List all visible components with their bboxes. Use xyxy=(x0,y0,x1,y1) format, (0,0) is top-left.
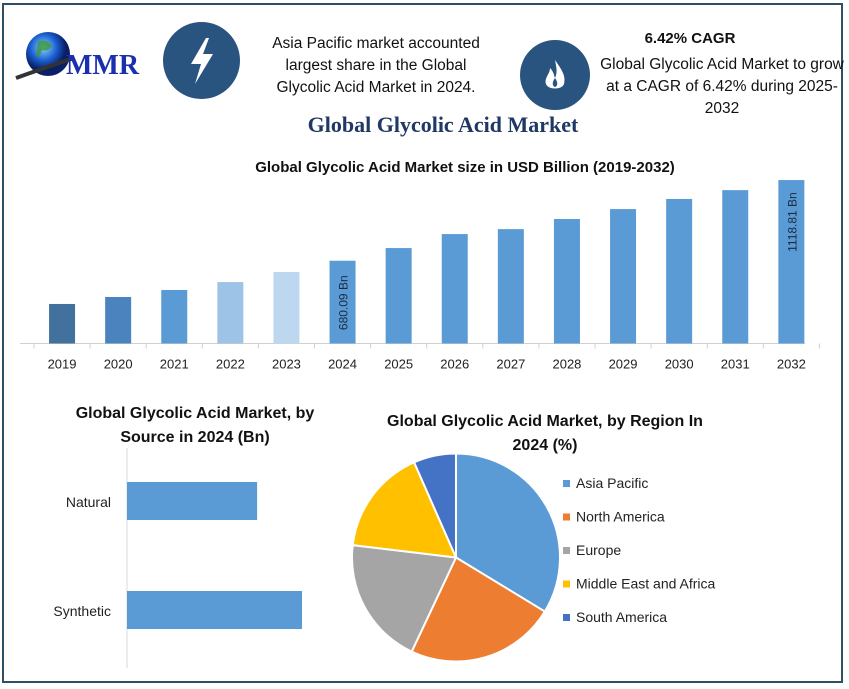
bar-synthetic xyxy=(127,591,302,629)
bar-2023 xyxy=(273,271,300,344)
frame xyxy=(2,3,843,683)
bar-2025 xyxy=(385,248,412,344)
flame-icon xyxy=(520,40,590,110)
x-tick-label: 2029 xyxy=(609,357,638,372)
x-tick-label: 2021 xyxy=(160,357,189,372)
bar-2027 xyxy=(497,229,524,344)
region-highlight-text: Asia Pacific market accounted largest sh… xyxy=(272,35,480,96)
bar-2026 xyxy=(441,234,468,344)
region-pie-chart: Asia Pacific North America Europe Middle Ea… xyxy=(351,452,716,663)
slice-europe xyxy=(351,544,458,653)
region-chart-title: Global Glycolic Acid Market, by Region I… xyxy=(387,413,703,454)
x-tick-label: 2027 xyxy=(496,357,525,372)
x-tick-label: 2020 xyxy=(104,357,133,372)
x-tick-label: 2022 xyxy=(216,357,245,372)
legend-label: Middle East and Africa xyxy=(576,576,716,592)
x-tick-label: 2026 xyxy=(440,357,469,372)
bar-chart-title: Global Glycolic Acid Market size in USD … xyxy=(255,159,675,176)
x-tick-label: 2019 xyxy=(48,357,77,372)
bar-2020 xyxy=(105,296,132,344)
globe-icon xyxy=(15,32,75,80)
x-tick-label: 2024 xyxy=(328,357,357,372)
x-tick-label: 2025 xyxy=(384,357,413,372)
bar-2031 xyxy=(722,190,749,344)
bar-natural xyxy=(127,482,258,520)
source-bar-chart: Natural Synthetic xyxy=(53,448,302,668)
legend-marker xyxy=(563,547,570,554)
legend-label: South America xyxy=(576,609,667,625)
legend-marker xyxy=(563,580,570,588)
lightning-icon xyxy=(163,22,240,99)
mmr-logo: MMR xyxy=(14,28,154,88)
bar-2024 xyxy=(329,260,356,344)
legend-label: Europe xyxy=(576,542,621,558)
legend-label: Asia Pacific xyxy=(576,475,648,491)
bar-2019 xyxy=(49,303,76,344)
bar-2021 xyxy=(161,289,188,344)
logo-text: MMR xyxy=(66,50,140,81)
main-title: Global Glycolic Acid Market xyxy=(307,112,579,137)
legend-marker xyxy=(563,480,570,487)
x-tick-label: 2031 xyxy=(721,357,750,372)
x-tick-label: 2032 xyxy=(777,357,806,372)
cagr-title: 6.42% CAGR xyxy=(644,30,736,47)
bar-2030 xyxy=(666,198,693,344)
category-label: Synthetic xyxy=(53,603,111,619)
category-label: Natural xyxy=(66,494,111,510)
slice-south-america xyxy=(412,452,457,558)
slice-north-america xyxy=(410,556,547,663)
x-tick-label: 2023 xyxy=(272,357,301,372)
data-label-2032: 1118.81 Bn xyxy=(785,192,799,252)
slice-asia-pacific xyxy=(455,452,561,613)
bar-2022 xyxy=(217,282,244,344)
slice-middle-east-and-africa xyxy=(351,460,458,559)
bar-2029 xyxy=(610,209,637,344)
legend-marker xyxy=(563,513,570,521)
x-tick-label: 2028 xyxy=(552,357,581,372)
bar-2032 xyxy=(778,180,805,344)
data-label-2024: 680.09 Bn xyxy=(337,275,351,330)
cagr-text: Global Glycolic Acid Market to grow at a… xyxy=(600,56,844,117)
source-chart-title: Global Glycolic Acid Market, by Source i… xyxy=(75,405,315,446)
legend-marker xyxy=(563,614,570,621)
x-tick-label: 2030 xyxy=(665,357,694,372)
market-size-bar-chart: 2019 2020 2021 2022 2023 2024 680.09 Bn 2025 202… xyxy=(20,180,820,372)
legend-label: North America xyxy=(576,509,665,525)
bar-2028 xyxy=(553,219,580,344)
